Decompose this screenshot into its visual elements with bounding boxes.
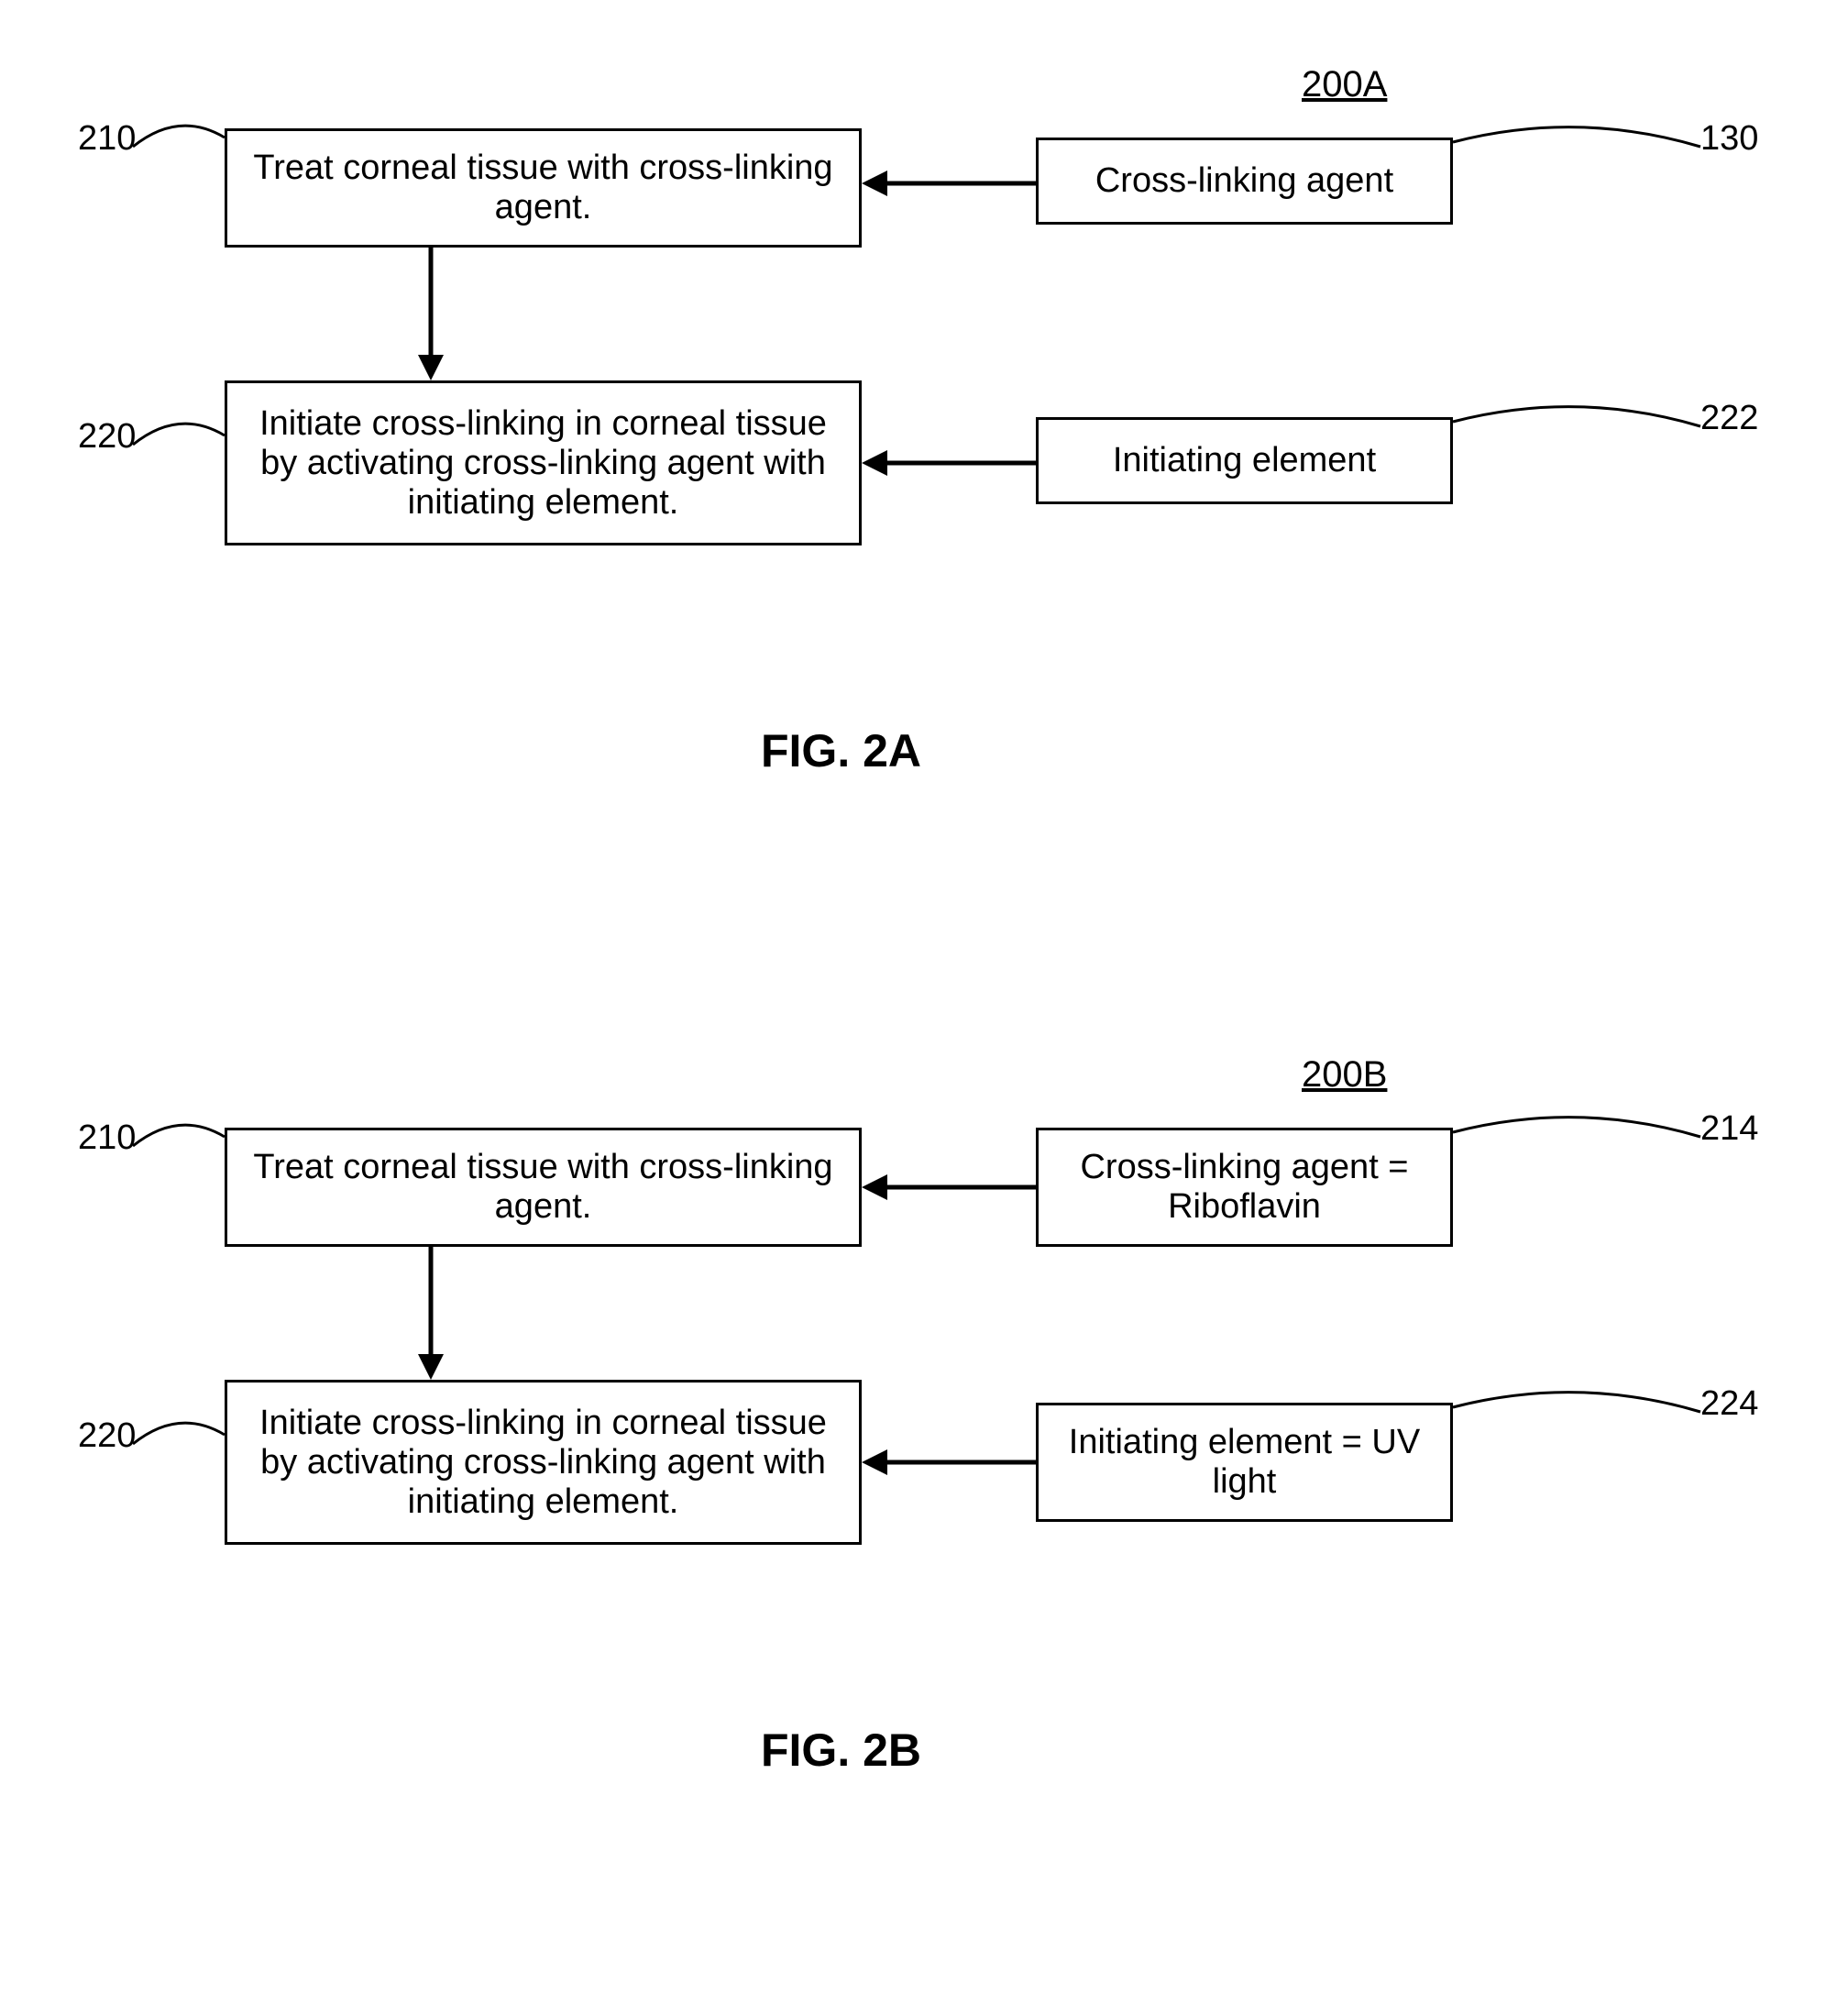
ref-220-a: 220 <box>78 417 136 457</box>
title-200a: 200A <box>1302 64 1387 105</box>
leader-130-a <box>1453 119 1700 174</box>
box-210-b-text: Treat corneal tissue with cross-linking … <box>250 1148 836 1227</box>
leader-214-b <box>1453 1109 1700 1164</box>
box-222-a-text: Initiating element <box>1113 441 1376 480</box>
figure-2a: 200A Treat corneal tissue with cross-lin… <box>0 0 1837 917</box>
arrow-130-to-210 <box>862 165 1036 202</box>
figure-2b: 200B Treat corneal tissue with cross-lin… <box>0 963 1837 1971</box>
ref-210-b: 210 <box>78 1118 136 1158</box>
leader-222-a <box>1453 399 1700 454</box>
leader-210-a <box>133 119 225 174</box>
box-224-b-text: Initiating element = UV light <box>1062 1423 1427 1502</box>
leader-220-b <box>133 1416 225 1471</box>
box-222-a: Initiating element <box>1036 417 1453 504</box>
box-214-b: Cross-linking agent = Riboflavin <box>1036 1128 1453 1247</box>
arrow-222-to-220 <box>862 445 1036 481</box>
box-220-a: Initiate cross-linking in corneal tissue… <box>225 380 862 545</box>
arrow-210-to-220-a <box>412 248 449 380</box>
ref-210-a: 210 <box>78 119 136 159</box>
arrow-214-to-210 <box>862 1169 1036 1206</box>
arrow-224-to-220 <box>862 1444 1036 1481</box>
fig-2b-caption: FIG. 2B <box>761 1724 921 1777</box>
fig-2a-caption: FIG. 2A <box>761 724 921 777</box>
box-210-a-text: Treat corneal tissue with cross-linking … <box>250 149 836 227</box>
ref-130-a: 130 <box>1700 119 1758 159</box>
box-210-b: Treat corneal tissue with cross-linking … <box>225 1128 862 1247</box>
ref-220-b: 220 <box>78 1416 136 1456</box>
box-220-b: Initiate cross-linking in corneal tissue… <box>225 1380 862 1545</box>
ref-222-a: 222 <box>1700 399 1758 438</box>
box-130-a: Cross-linking agent <box>1036 138 1453 225</box>
ref-214-b: 214 <box>1700 1109 1758 1149</box>
box-214-b-text: Cross-linking agent = Riboflavin <box>1062 1148 1427 1227</box>
box-210-a: Treat corneal tissue with cross-linking … <box>225 128 862 248</box>
ref-224-b: 224 <box>1700 1384 1758 1424</box>
leader-224-b <box>1453 1384 1700 1439</box>
box-220-b-text: Initiate cross-linking in corneal tissue… <box>250 1404 836 1522</box>
leader-210-b <box>133 1118 225 1173</box>
box-224-b: Initiating element = UV light <box>1036 1403 1453 1522</box>
box-220-a-text: Initiate cross-linking in corneal tissue… <box>250 404 836 523</box>
leader-220-a <box>133 417 225 472</box>
arrow-210-to-220-b <box>412 1247 449 1380</box>
title-200b: 200B <box>1302 1054 1387 1096</box>
box-130-a-text: Cross-linking agent <box>1095 161 1393 201</box>
